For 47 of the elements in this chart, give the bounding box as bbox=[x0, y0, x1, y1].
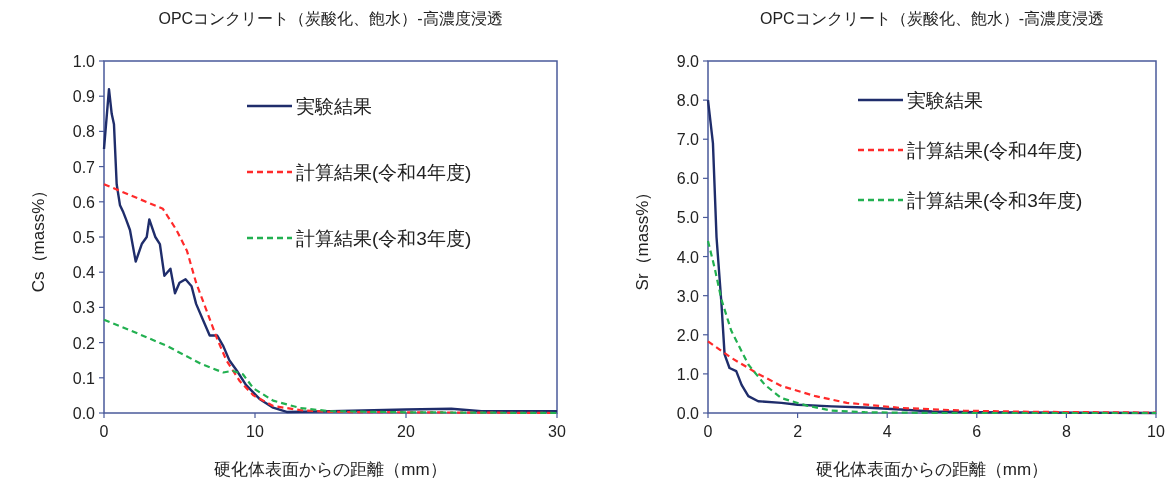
legend-label: 実験結果 bbox=[296, 96, 372, 117]
y-tick-label: 0.6 bbox=[72, 193, 96, 211]
line-series bbox=[102, 87, 559, 414]
y-tick-label: 6.0 bbox=[676, 170, 700, 188]
line-series bbox=[102, 318, 559, 415]
y-tick-label: 5.0 bbox=[676, 209, 700, 227]
y-tick-label: 7.0 bbox=[676, 131, 700, 149]
x-tick-label: 30 bbox=[548, 423, 566, 440]
y-tick-label: 0.4 bbox=[72, 264, 96, 282]
x-tick-label: 20 bbox=[397, 423, 415, 440]
line-series bbox=[706, 340, 1158, 414]
line-series bbox=[706, 239, 1158, 415]
legend-label: 計算結果(令和4年度) bbox=[296, 162, 472, 183]
y-tick-label: 8.0 bbox=[676, 92, 700, 110]
y-tick-label: 0.7 bbox=[72, 158, 96, 176]
y-tick-label: 1.0 bbox=[72, 53, 96, 70]
x-tick-label: 8 bbox=[1061, 423, 1071, 440]
x-tick-label: 6 bbox=[972, 423, 982, 440]
chart-title: OPCコンクリート（炭酸化、飽水）-高濃度浸透 bbox=[158, 10, 503, 27]
legend-label: 計算結果(令和3年度) bbox=[907, 190, 1083, 211]
y-tick-label: 2.0 bbox=[676, 326, 700, 344]
y-axis-title: Sr（mass%） bbox=[633, 183, 652, 291]
y-tick-label: 3.0 bbox=[676, 287, 700, 305]
x-axis-title: 硬化体表面からの距離（mm） bbox=[815, 460, 1049, 479]
y-tick-label: 4.0 bbox=[676, 248, 700, 266]
x-tick-label: 10 bbox=[1147, 423, 1165, 440]
x-axis-title: 硬化体表面からの距離（mm） bbox=[214, 460, 447, 479]
y-axis-title: Cs（mass%） bbox=[29, 181, 48, 293]
y-tick-label: 0.0 bbox=[676, 405, 700, 422]
y-tick-label: 0.9 bbox=[72, 88, 96, 106]
x-tick-label: 10 bbox=[246, 423, 264, 440]
legend-label: 計算結果(令和3年度) bbox=[296, 228, 472, 249]
y-tick-label: 1.0 bbox=[676, 365, 700, 383]
legend-label: 実験結果 bbox=[907, 90, 983, 111]
x-tick-label: 2 bbox=[793, 423, 803, 440]
chart-title: OPCコンクリート（炭酸化、飽水）-高濃度浸透 bbox=[760, 10, 1104, 27]
y-tick-label: 0.1 bbox=[72, 369, 96, 387]
y-tick-label: 0.8 bbox=[72, 123, 96, 141]
y-tick-label: 0.0 bbox=[72, 405, 96, 422]
x-tick-label: 0 bbox=[703, 423, 713, 440]
y-tick-label: 0.5 bbox=[72, 229, 96, 246]
x-tick-label: 0 bbox=[99, 423, 109, 440]
x-tick-label: 4 bbox=[882, 423, 892, 440]
y-tick-label: 9.0 bbox=[676, 53, 700, 70]
y-tick-label: 0.2 bbox=[72, 334, 96, 352]
y-tick-label: 0.3 bbox=[72, 299, 96, 317]
legend-label: 計算結果(令和4年度) bbox=[907, 140, 1083, 161]
